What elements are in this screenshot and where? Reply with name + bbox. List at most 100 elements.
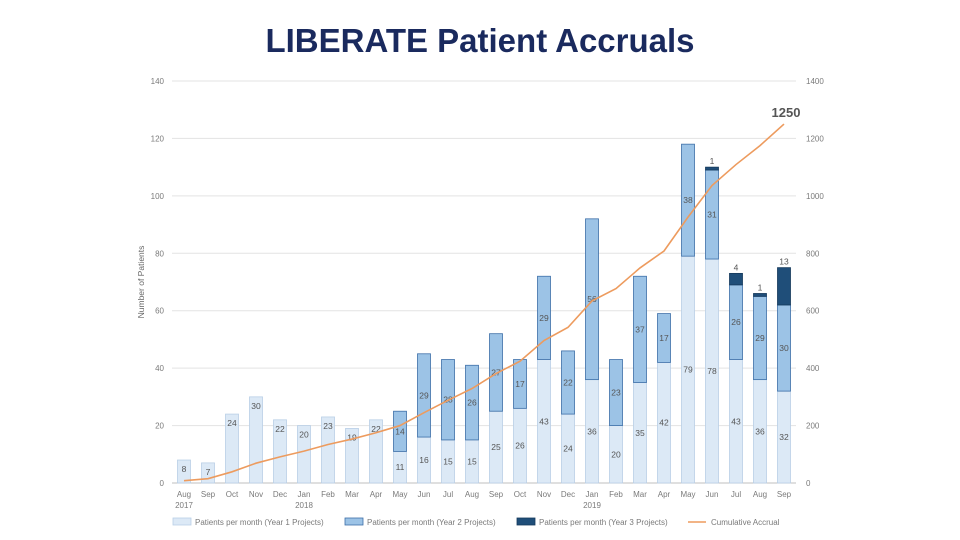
bar-data-label: 35 — [635, 428, 645, 438]
legend-label: Patients per month (Year 2 Projects) — [367, 518, 496, 527]
bar-data-label: 56 — [587, 294, 597, 304]
bar-data-label: 22 — [563, 378, 573, 388]
x-tick-label: Nov — [537, 490, 551, 499]
bar-data-label: 14 — [395, 426, 405, 436]
left-axis-ticks: 0 20 40 60 80 100 120 140 — [151, 77, 165, 488]
bar-segment-2 — [681, 143, 695, 257]
cumulative-line — [183, 123, 785, 482]
y-tick-label: 0 — [160, 479, 165, 488]
bar-segment-1 — [177, 459, 191, 484]
bar-data-label: 8 — [182, 464, 187, 474]
bar-data-label: 29 — [419, 390, 429, 400]
x-tick-label: Dec — [561, 490, 575, 499]
x-tick-label: Aug — [753, 490, 767, 499]
x-tick-label: Jan — [586, 490, 599, 499]
bar-segment-1 — [321, 416, 335, 484]
bar-data-label: 15 — [467, 456, 477, 466]
bar-data-label: 16 — [419, 455, 429, 465]
right-axis-ticks: 0 200 400 600 800 1000 1200 1400 — [806, 77, 824, 488]
bar-data-label: 78 — [707, 366, 717, 376]
y2-tick-label: 400 — [806, 364, 820, 373]
y-tick-label: 40 — [155, 364, 164, 373]
y-tick-label: 120 — [151, 134, 165, 143]
bar-segment-3 — [705, 166, 719, 171]
bar-data-label: 42 — [659, 418, 669, 428]
bar-data-label: 13 — [779, 257, 789, 267]
x-tick-label: Oct — [514, 490, 527, 499]
x-tick-label: Sep — [777, 490, 792, 499]
x-tick-label: Feb — [321, 490, 335, 499]
chart-title: LIBERATE Patient Accruals — [265, 22, 695, 59]
legend-label: Patients per month (Year 3 Projects) — [539, 518, 668, 527]
bar-data-label: 31 — [707, 210, 717, 220]
bar-segment-2 — [465, 364, 479, 441]
x-tick-label: Nov — [249, 490, 263, 499]
x-tick-label: Apr — [370, 490, 383, 499]
bar-data-label: 20 — [299, 430, 309, 440]
bar-segment-1 — [273, 419, 287, 484]
legend-label: Patients per month (Year 1 Projects) — [195, 518, 324, 527]
y-tick-label: 60 — [155, 307, 164, 316]
x-axis-ticks: Aug Sep Oct Nov Dec Jan Feb Mar Apr May Jun Jul Aug S… — [175, 490, 792, 510]
x-tick-label: Jun — [418, 490, 431, 499]
bar-data-label: 22 — [275, 424, 285, 434]
x-year-label: 2018 — [295, 501, 313, 510]
cumulative-accrual-line — [183, 123, 785, 482]
bar-data-label: 38 — [683, 195, 693, 205]
bar-data-label: 43 — [539, 416, 549, 426]
bar-segment-1 — [297, 425, 311, 484]
bar-data-label: 26 — [515, 441, 525, 451]
bar-segment-3 — [777, 267, 791, 306]
bar-data-label: 19 — [347, 432, 357, 442]
legend-label: Cumulative Accrual — [711, 518, 780, 527]
bar-data-label: 30 — [779, 343, 789, 353]
bar-data-label: 23 — [323, 421, 333, 431]
x-tick-label: Apr — [658, 490, 671, 499]
bar-segment-1 — [369, 419, 383, 484]
y2-tick-label: 800 — [806, 249, 820, 258]
bar-segment-2 — [585, 218, 599, 381]
bar-data-label: 29 — [755, 333, 765, 343]
bar-segment-1 — [345, 428, 359, 484]
bar-data-label: 79 — [683, 365, 693, 375]
x-tick-label: Mar — [633, 490, 647, 499]
bar-data-label: 24 — [563, 444, 573, 454]
bar-segment-3 — [753, 293, 767, 297]
x-tick-label: Dec — [273, 490, 287, 499]
bar-segment-1 — [225, 413, 239, 484]
bars — [177, 143, 791, 484]
y2-tick-label: 1000 — [806, 192, 824, 201]
bar-data-label: 15 — [443, 456, 453, 466]
y2-tick-label: 0 — [806, 479, 811, 488]
bar-segment-2 — [513, 359, 527, 409]
x-year-label: 2019 — [583, 501, 601, 510]
bar-segment-2 — [609, 359, 623, 426]
bar-data-label: 1 — [758, 282, 763, 292]
y2-tick-label: 600 — [806, 307, 820, 316]
x-tick-label: Sep — [201, 490, 216, 499]
bar-data-label: 23 — [611, 388, 621, 398]
x-tick-label: Jun — [706, 490, 719, 499]
x-tick-label: Jan — [298, 490, 311, 499]
final-cumulative-label: 1250 — [772, 105, 801, 120]
x-tick-label: Sep — [489, 490, 504, 499]
bar-data-label: 26 — [467, 398, 477, 408]
bar-data-label: 4 — [734, 262, 739, 272]
legend-swatch — [344, 517, 364, 526]
bar-data-label: 43 — [731, 416, 741, 426]
bar-segment-2 — [633, 275, 647, 383]
legend-swatch — [172, 517, 192, 526]
bar-data-label: 27 — [491, 367, 501, 377]
bar-data-label: 24 — [227, 418, 237, 428]
bar-data-label: 25 — [491, 442, 501, 452]
x-tick-label: May — [680, 490, 695, 499]
bar-data-label: 1 — [710, 156, 715, 166]
x-tick-label: Oct — [226, 490, 239, 499]
bar-data-label: 20 — [611, 449, 621, 459]
x-tick-label: Jul — [443, 490, 453, 499]
bar-data-label: 36 — [587, 426, 597, 436]
bar-labels: 8 724302220231922111416291528152625272617… — [182, 156, 789, 477]
bar-segment-1 — [249, 396, 263, 484]
bar-segment-2 — [417, 353, 431, 438]
